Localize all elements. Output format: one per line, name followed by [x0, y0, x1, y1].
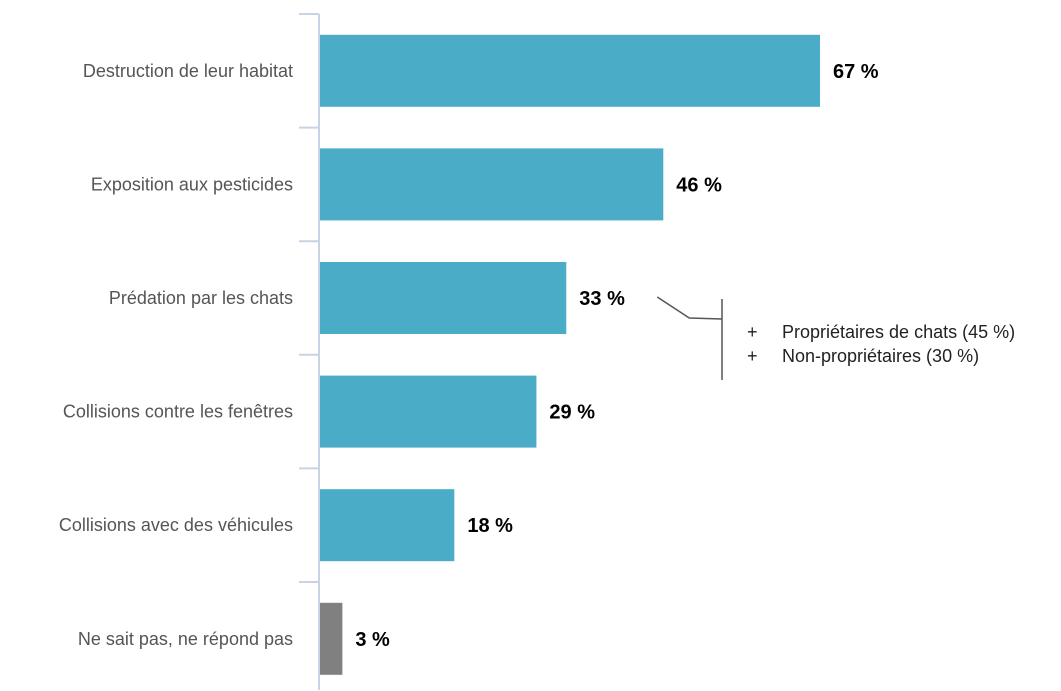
annotation-connector-line: [656, 296, 723, 320]
value-label: 18 %: [467, 515, 513, 537]
cat-owner-annotation: + Propriétaires de chats (45 %) + Non-pr…: [656, 296, 1015, 380]
annotation-plus-sign: +: [747, 346, 758, 366]
category-label: Collisions avec des véhicules: [59, 515, 293, 535]
annotation-plus-sign: +: [747, 322, 758, 342]
bar: [320, 148, 664, 221]
bar: [320, 602, 343, 675]
category-label: Ne sait pas, ne répond pas: [78, 629, 293, 649]
value-label: 3 %: [355, 629, 390, 651]
value-label: 67 %: [833, 61, 879, 83]
category-label: Destruction de leur habitat: [83, 61, 293, 81]
annotation-cat-owners: Propriétaires de chats (45 %): [782, 322, 1015, 342]
bar: [320, 262, 567, 334]
value-label: 46 %: [676, 174, 722, 196]
value-label: 29 %: [549, 402, 595, 424]
value-label: 33 %: [579, 288, 625, 310]
annotation-non-owners: Non-propriétaires (30 %): [782, 346, 979, 366]
bar: [320, 34, 820, 107]
category-labels: Destruction de leur habitat Exposition au…: [59, 61, 293, 649]
bars: [320, 34, 820, 675]
category-label: Exposition aux pesticides: [91, 174, 293, 194]
category-axis: [299, 13, 320, 690]
bar: [320, 489, 455, 562]
category-label: Prédation par les chats: [109, 288, 293, 308]
value-labels: 67 % 46 % 33 % 29 % 18 % 3 %: [355, 61, 878, 651]
bar: [320, 375, 537, 448]
category-label: Collisions contre les fenêtres: [63, 402, 293, 422]
